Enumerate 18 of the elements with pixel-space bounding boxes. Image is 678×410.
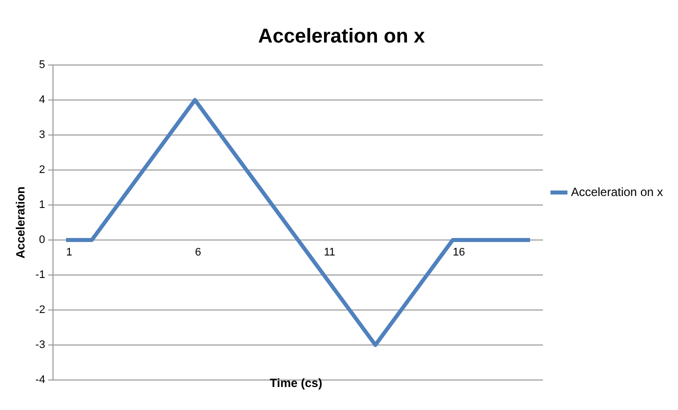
legend-label: Acceleration on x [570, 184, 664, 199]
y-axis-title: Acceleration [14, 186, 28, 259]
y-tick-label: -1 [35, 269, 46, 282]
chart-title: Acceleration on x [258, 26, 425, 48]
y-tick-label: 2 [39, 164, 46, 176]
x-tick-label: 16 [452, 246, 465, 259]
x-tick-label: 6 [194, 246, 202, 259]
y-tick-label: 4 [39, 94, 46, 106]
x-tick-label: 11 [324, 246, 336, 259]
y-tick-label: 0 [39, 234, 46, 246]
y-tick-label: -2 [35, 304, 46, 316]
y-tick-label: 3 [39, 129, 46, 142]
y-tick-label: -4 [35, 374, 46, 386]
y-tick-label: -3 [35, 339, 46, 352]
y-tick-label: 1 [39, 199, 46, 212]
y-tick-label: 5 [39, 59, 46, 72]
x-axis-title: Time (cs) [268, 376, 324, 390]
x-tick-label: 1 [66, 246, 72, 259]
